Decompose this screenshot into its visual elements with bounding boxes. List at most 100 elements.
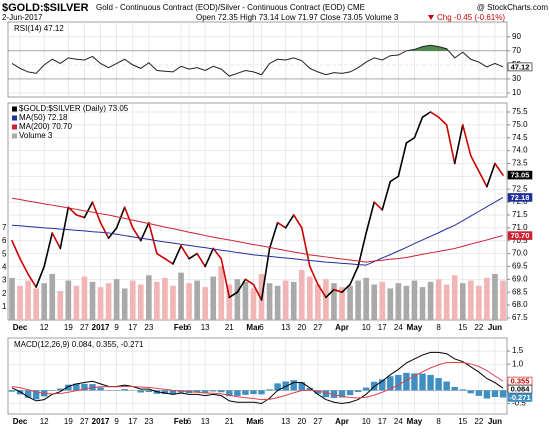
x-tick-label: 22 (474, 417, 483, 426)
volume-bar (162, 278, 168, 320)
x-tick-label: 9 (114, 323, 119, 332)
y2-tick-label: 7 (2, 223, 7, 232)
y-tick-label: 70.0 (512, 249, 528, 258)
x-tick-label: 2017 (92, 417, 110, 426)
histogram-bar (242, 390, 248, 394)
histogram-bar (210, 390, 216, 391)
x-tick-label: 10 (362, 323, 371, 332)
x-tick-label: May (407, 417, 423, 426)
volume-bar (170, 286, 176, 320)
volume-bar (41, 283, 47, 320)
volume-bar (500, 281, 506, 320)
x-tick-label: 27 (313, 417, 322, 426)
histogram-bar (427, 375, 433, 390)
y-tick-label: 71.5 (512, 210, 528, 219)
volume-bar (412, 281, 418, 320)
histogram-bar (218, 390, 224, 392)
volume-bar (9, 278, 15, 320)
volume-bar (186, 283, 192, 320)
value-box-label: 72.18 (511, 193, 530, 202)
description: Gold - Continuous Contract (EOD)/Silver … (96, 3, 365, 12)
y-tick-label: 74.0 (512, 146, 528, 155)
histogram-bar (291, 380, 297, 390)
x-tick-label: 21 (225, 417, 234, 426)
x-tick-label: 13 (201, 417, 210, 426)
volume-bar (428, 282, 434, 320)
x-tick-label: 13 (281, 417, 290, 426)
volume-bar (323, 279, 329, 320)
x-tick-label: Dec (13, 417, 28, 426)
volume-bar (154, 282, 160, 320)
x-tick-label: 15 (458, 417, 467, 426)
legend-swatch (12, 125, 17, 130)
x-tick-label: Dec (13, 323, 28, 332)
legend-swatch (12, 134, 17, 139)
histogram-bar (97, 388, 103, 391)
x-tick-label: Jun (488, 323, 502, 332)
value-box-label: -0.271 (509, 393, 530, 402)
volume-bar (210, 277, 216, 320)
volume-bar (33, 288, 39, 320)
volume-bar (122, 288, 128, 320)
histogram-bar (250, 390, 256, 394)
histogram-bar (435, 378, 441, 390)
volume-bar (347, 286, 353, 320)
x-tick-label: 9 (114, 417, 119, 426)
legend-swatch (12, 116, 17, 121)
x-tick-label: 2017 (92, 323, 110, 332)
histogram-bar (323, 390, 329, 397)
histogram-bar (347, 390, 353, 395)
volume-bar (251, 288, 257, 320)
y-tick-label: 75.5 (512, 107, 528, 116)
y2-tick-label: 6 (2, 236, 7, 245)
x-tick-label: 8 (436, 417, 441, 426)
y-tick-label: 1.5 (512, 346, 524, 355)
volume-bar (444, 284, 450, 320)
y-tick-label: 10 (512, 88, 521, 97)
histogram-bar (476, 390, 482, 396)
histogram-bar (419, 374, 425, 391)
volume-bar (106, 283, 112, 320)
x-tick-label: 12 (40, 323, 49, 332)
x-tick-label: 23 (144, 323, 153, 332)
x-tick-label: 21 (225, 323, 234, 332)
volume-bar (452, 275, 458, 320)
x-tick-label: 17 (128, 323, 137, 332)
volume-bar (218, 266, 224, 320)
x-tick-label: 13 (201, 323, 210, 332)
histogram-bar (138, 390, 144, 392)
change: Chg -0.45 (-0.61%) (437, 13, 505, 22)
volume-bar (363, 278, 369, 320)
histogram-bar (234, 390, 240, 396)
volume-bar (130, 281, 136, 320)
x-tick-label: 6 (187, 417, 192, 426)
histogram-bar (49, 390, 55, 391)
volume-bar (235, 279, 241, 320)
y-tick-label: 69.0 (512, 274, 528, 283)
volume-bar (420, 287, 426, 320)
x-tick-label: 19 (64, 417, 73, 426)
x-tick-label: 13 (281, 323, 290, 332)
legend-label: MA(50) 72.18 (19, 113, 68, 122)
value-box-label: 47.12 (511, 62, 530, 71)
y2-tick-label: 1 (2, 302, 7, 311)
value-box-label: 73.05 (511, 171, 530, 180)
x-tick-label: 17 (378, 417, 387, 426)
legend-swatch (12, 107, 17, 112)
y2-tick-label: 5 (2, 249, 7, 258)
x-tick-label: 27 (313, 323, 322, 332)
x-tick-label: 12 (40, 417, 49, 426)
volume-bar (275, 286, 281, 320)
volume-bar (82, 277, 88, 320)
volume-bar (484, 278, 490, 320)
x-tick-label: May (407, 323, 423, 332)
volume-bar (202, 287, 208, 320)
y-tick-label: 73.5 (512, 159, 528, 168)
volume-bar (267, 283, 273, 320)
volume-bar (379, 282, 385, 320)
histogram-bar (484, 390, 490, 398)
histogram-bar (146, 390, 152, 392)
value-box-label: 70.70 (511, 231, 530, 240)
volume-bar (138, 284, 144, 320)
y-tick-label: 68.0 (512, 300, 528, 309)
